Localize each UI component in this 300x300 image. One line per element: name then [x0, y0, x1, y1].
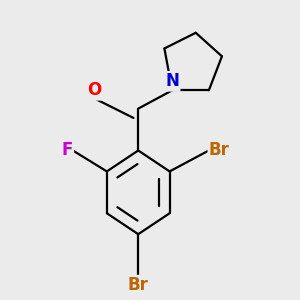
Text: N: N	[165, 72, 179, 90]
Text: Br: Br	[128, 276, 149, 294]
Text: F: F	[61, 142, 73, 160]
Text: O: O	[87, 81, 102, 99]
Text: Br: Br	[209, 142, 230, 160]
